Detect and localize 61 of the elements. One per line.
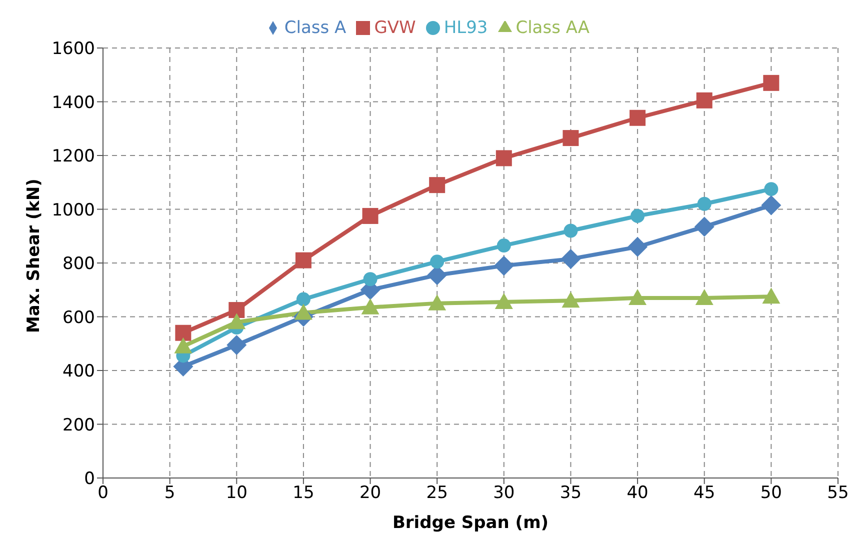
point [174,337,192,354]
point [628,288,647,305]
y-tick-label: 1000 [52,200,95,220]
point [564,224,578,238]
point [628,236,648,257]
point [761,195,782,216]
point [694,216,714,237]
x-tick-label: 25 [426,483,448,504]
point [562,130,579,146]
point [296,292,310,306]
point [630,110,646,126]
y-axis-title: Max. Shear (kN) [24,178,44,333]
point [562,292,580,308]
point [228,313,246,330]
point [295,252,312,268]
x-tick-label: 20 [359,483,382,504]
point [494,256,514,276]
x-tick-label: 40 [626,483,648,504]
point [430,254,444,269]
x-tick-label: 50 [760,483,782,504]
x-tick-label: 45 [694,483,716,504]
point [226,334,247,355]
point [696,92,712,108]
legend-label: HL93 [444,18,488,38]
x-tick-label: 15 [292,483,314,504]
point [762,288,780,304]
point [496,238,511,253]
y-tick-label: 400 [62,362,95,382]
point [362,208,378,224]
legend-label: Class A [284,18,346,38]
y-tick-label: 1200 [52,146,95,167]
x-tick-label: 30 [493,483,515,504]
point [697,196,712,211]
point [560,248,581,269]
y-tick-label: 0 [84,469,95,490]
y-tick-label: 200 [62,415,95,436]
x-tick-label: 10 [226,483,248,504]
point [228,302,245,318]
y-tick-label: 1600 [52,39,95,60]
point [695,288,714,305]
x-axis-title: Bridge Span (m) [392,513,549,533]
point [294,304,312,320]
legend-label: Class AA [516,18,590,38]
point [363,272,378,286]
x-tick-label: 35 [560,483,582,504]
point [494,292,513,309]
point [361,298,380,314]
y-tick-label: 600 [62,308,95,328]
y-tick-label: 1400 [52,92,95,113]
point [429,177,446,194]
y-tick-label: 800 [62,254,95,274]
point [630,208,645,223]
point [175,324,192,341]
point [428,294,446,310]
legend-label: GVW [374,18,416,38]
point [496,150,512,166]
x-tick-label: 55 [827,483,849,504]
x-tick-label: 0 [98,483,108,504]
point [764,182,778,196]
point [763,74,780,91]
x-tick-label: 5 [164,483,176,504]
